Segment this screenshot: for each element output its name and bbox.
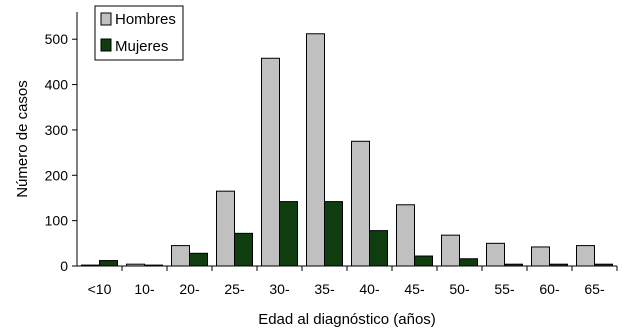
x-tick-label: 65- <box>584 281 605 297</box>
legend-swatch-hombres <box>100 12 112 26</box>
legend-swatch-mujeres <box>100 38 112 52</box>
bar-hombres-4 <box>261 57 280 267</box>
bar-mujeres-7 <box>414 255 433 267</box>
x-tick-label: <10 <box>88 281 112 297</box>
bar-mujeres-8 <box>459 258 478 267</box>
legend-label-mujeres: Mujeres <box>115 38 168 55</box>
y-tick-label: 200 <box>45 167 69 183</box>
bar-hombres-9 <box>486 242 505 267</box>
x-axis-title: Edad al diagnóstico (años) <box>258 311 436 328</box>
bars-group <box>81 33 613 267</box>
x-tick-label: 10- <box>134 281 155 297</box>
y-tick-label: 300 <box>45 122 69 138</box>
x-tick-label: 35- <box>314 281 335 297</box>
x-tick-label: 60- <box>539 281 560 297</box>
y-tick-label: 0 <box>60 258 68 274</box>
x-tick-label: 30- <box>269 281 290 297</box>
x-tick-label: 25- <box>224 281 245 297</box>
y-axis-title: Número de casos <box>14 80 31 198</box>
bar-mujeres-5 <box>324 201 343 267</box>
y-tick-label: 500 <box>45 31 69 47</box>
legend-label-hombres: Hombres <box>115 11 176 28</box>
x-tick-label: 20- <box>179 281 200 297</box>
bar-mujeres-3 <box>234 232 253 267</box>
y-ticks-group: 0 100 200 300 400 500 <box>45 31 77 274</box>
bar-hombres-8 <box>441 234 460 267</box>
bar-hombres-3 <box>216 190 235 267</box>
y-tick-label: 100 <box>45 213 69 229</box>
x-ticks-group: <10 10- 20- 25- 30- 35- 40- 45- 50- 55- 60- 65- <box>88 266 618 297</box>
x-tick-label: 40- <box>359 281 380 297</box>
bar-mujeres-4 <box>279 201 298 267</box>
bar-hombres-2 <box>171 245 190 267</box>
bar-mujeres-2 <box>189 252 208 267</box>
x-tick-label: 55- <box>494 281 515 297</box>
y-tick-label: 400 <box>45 77 69 93</box>
bar-hombres-5 <box>306 33 325 267</box>
bar-mujeres-6 <box>369 230 388 267</box>
x-tick-label: 50- <box>449 281 470 297</box>
bar-hombres-11 <box>576 245 595 267</box>
x-tick-label: 45- <box>404 281 425 297</box>
bar-hombres-7 <box>396 204 415 267</box>
bar-hombres-6 <box>351 140 370 267</box>
legend: Hombres Mujeres <box>94 5 184 61</box>
bar-mujeres-0 <box>99 260 118 267</box>
bar-hombres-10 <box>531 246 550 267</box>
